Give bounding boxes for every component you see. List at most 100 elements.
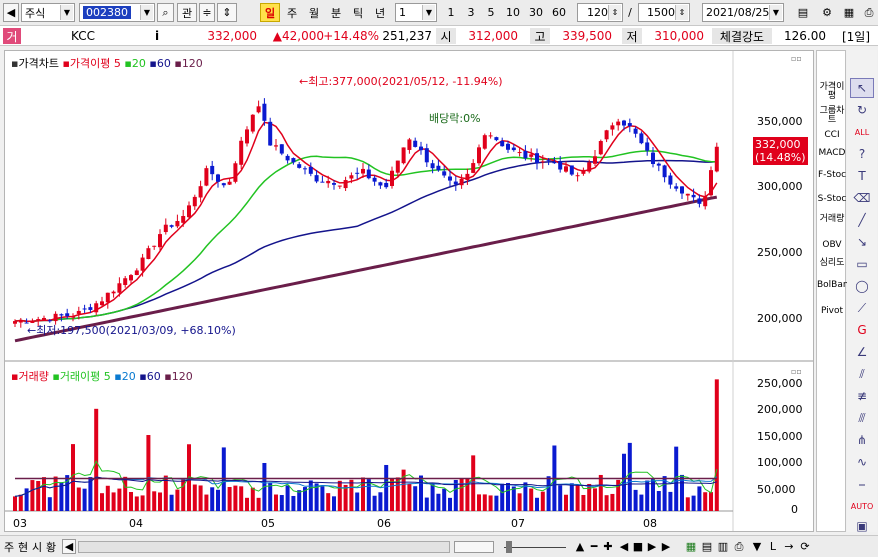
stop-icon[interactable]: ■: [632, 540, 644, 553]
save-icon[interactable]: ▤: [701, 540, 713, 553]
candle-body: [94, 303, 99, 313]
tab-minute[interactable]: 분: [330, 6, 342, 20]
gear-icon[interactable]: ⚙: [822, 6, 832, 19]
num-5-button[interactable]: 5: [487, 6, 495, 19]
print-icon[interactable]: ⎙: [864, 5, 874, 19]
reset-icon[interactable]: ⟳: [800, 540, 810, 553]
interval-select[interactable]: 1 ▼: [395, 3, 437, 22]
volume-axis-label: 50,000: [757, 483, 796, 496]
info-icon[interactable]: i: [154, 29, 160, 43]
date-select[interactable]: 2021/08/25 ▼: [702, 3, 784, 22]
indicator-cci[interactable]: CCI: [824, 130, 840, 140]
fibo-icon[interactable]: ⫻: [858, 410, 866, 425]
pane-close-icon[interactable]: ▫▫: [791, 367, 802, 376]
chart-area[interactable]: ▪가격차트 ▪가격이평 5 ▪20 ▪60 ▪120 ▪거래량 ▪거래이평 5 …: [4, 50, 814, 532]
tab-month[interactable]: 월: [308, 6, 320, 20]
gann-icon[interactable]: G: [857, 323, 867, 337]
spin-icon[interactable]: ⇕: [217, 3, 237, 22]
grid-icon[interactable]: ▦: [843, 6, 855, 19]
total-input[interactable]: 1500 ⇕: [638, 3, 690, 22]
candle-body: [395, 160, 400, 173]
slider-handle[interactable]: [506, 541, 512, 553]
tab-day[interactable]: 일: [260, 3, 280, 22]
spin-icon: ⇕: [675, 5, 688, 20]
help-icon[interactable]: ?: [858, 147, 866, 161]
code-input[interactable]: 002380 ▼: [79, 3, 155, 22]
fan-icon[interactable]: ∠: [856, 345, 868, 359]
channel-icon[interactable]: ⫽: [859, 366, 865, 381]
minus-icon[interactable]: ━: [590, 540, 598, 553]
num-10-button[interactable]: 10: [506, 6, 520, 19]
tab-current[interactable]: 현: [17, 540, 29, 554]
indicator-s-stoc[interactable]: S-Stoc: [817, 194, 847, 204]
num-3-button[interactable]: 3: [467, 6, 475, 19]
eraser-icon[interactable]: ⌫: [853, 191, 871, 205]
volume-bar: [610, 493, 615, 511]
candle-body: [146, 248, 151, 260]
search-icon[interactable]: ⌕: [157, 3, 174, 22]
indicator-bolband[interactable]: BolBand: [817, 280, 855, 290]
refresh-icon[interactable]: ↻: [856, 103, 868, 117]
zoom-out-icon[interactable]: ▲: [575, 540, 585, 553]
l-shape-icon[interactable]: L: [769, 540, 777, 553]
excel-icon[interactable]: ▦: [685, 540, 697, 553]
open-icon[interactable]: ▥: [717, 540, 729, 553]
calculator-icon[interactable]: ▤: [797, 6, 809, 19]
text-icon[interactable]: T: [858, 169, 866, 183]
num-1-button[interactable]: 1: [447, 6, 455, 19]
rect-icon[interactable]: ▭: [856, 257, 868, 271]
scroll-thumb[interactable]: [454, 541, 494, 553]
parallel-icon[interactable]: ≢: [856, 389, 868, 403]
candle-body: [105, 292, 110, 303]
volume-bar: [506, 482, 510, 511]
cursor-icon[interactable]: ↖: [850, 78, 874, 98]
chart-svg[interactable]: [5, 51, 813, 531]
settings-icon[interactable]: ▣: [856, 519, 868, 533]
all-icon[interactable]: ALL: [854, 127, 870, 137]
prev-arrow-icon[interactable]: ◀: [3, 3, 19, 22]
zigzag-icon[interactable]: ⟋: [857, 300, 867, 315]
tab-market[interactable]: 시: [31, 540, 43, 554]
tab-tick[interactable]: 틱: [352, 6, 364, 20]
num-30-button[interactable]: 30: [529, 6, 543, 19]
tab-status[interactable]: 황: [45, 540, 57, 554]
ray-icon[interactable]: ↘: [856, 235, 868, 249]
indicator-obv[interactable]: OBV: [822, 240, 842, 250]
auto-icon[interactable]: AUTO: [850, 501, 874, 511]
indicator-volume[interactable]: 거래량: [819, 214, 845, 224]
arrow-icon[interactable]: →: [784, 540, 794, 553]
line-icon[interactable]: ╱: [858, 213, 866, 227]
tab-stock[interactable]: 주: [3, 540, 15, 554]
print-icon[interactable]: ⎙: [734, 539, 744, 553]
volume-bar: [134, 496, 139, 511]
market-select[interactable]: 주식 ▼: [21, 3, 75, 22]
sort-icon[interactable]: ≑: [199, 3, 215, 22]
indicator-psychology[interactable]: 심리도: [819, 258, 845, 268]
wave-icon[interactable]: ∿: [856, 455, 868, 469]
down-icon[interactable]: ▼: [752, 540, 762, 553]
last-icon[interactable]: ▶: [661, 540, 671, 553]
next-icon[interactable]: ▶: [647, 540, 657, 553]
scrollbar-track[interactable]: [78, 541, 450, 553]
pitchfork-icon[interactable]: ⋔: [856, 433, 868, 447]
count-input[interactable]: 120 ⇕: [577, 3, 623, 22]
num-60-button[interactable]: 60: [552, 6, 566, 19]
indicator-macd[interactable]: MACD: [818, 148, 846, 158]
zoom-slider[interactable]: [500, 541, 570, 553]
indicator-f-stoc[interactable]: F-Stoc: [817, 170, 847, 180]
pane-close-icon[interactable]: ▫▫: [791, 54, 802, 63]
hline-icon[interactable]: ⎯: [858, 476, 865, 491]
volume-bar: [598, 474, 603, 511]
tab-week[interactable]: 주: [286, 6, 298, 20]
ellipse-icon[interactable]: ◯: [855, 279, 869, 293]
plus-icon[interactable]: ✚: [603, 540, 613, 553]
tab-year[interactable]: 년: [374, 6, 386, 20]
candle-body: [117, 283, 122, 293]
gwan-button[interactable]: 관: [177, 3, 197, 22]
scroll-left-icon[interactable]: ◀: [62, 539, 76, 554]
first-icon[interactable]: ◀: [619, 540, 629, 553]
indicator-group-chart[interactable]: 그룹차트: [819, 106, 845, 125]
indicator-price-ma[interactable]: 가격이평: [819, 82, 845, 101]
indicator-pivot[interactable]: Pivot: [820, 306, 844, 316]
candle-body: [662, 165, 667, 178]
